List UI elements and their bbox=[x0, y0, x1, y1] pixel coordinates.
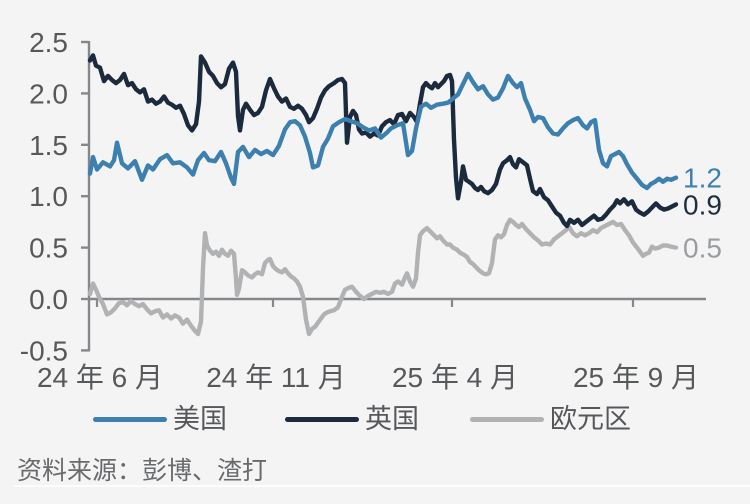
y-tick-label: 2.5 bbox=[29, 27, 68, 58]
source-note: 资料来源：彭博、渣打 bbox=[17, 457, 268, 485]
legend-item-ez: 欧元区 bbox=[470, 404, 631, 434]
x-tick-label: 24 年 11 月 bbox=[206, 362, 346, 393]
x-tick-label: 25 年 9 月 bbox=[573, 362, 699, 393]
legend-swatch-uk bbox=[285, 416, 359, 422]
end-label-us: 1.2 bbox=[683, 163, 722, 194]
series-line-uk bbox=[87, 53, 679, 229]
series-line-us bbox=[87, 71, 679, 191]
legend-item-us: 美国 bbox=[93, 404, 227, 434]
y-tick-label: 0.5 bbox=[29, 233, 68, 264]
y-tick-label: 2.0 bbox=[29, 78, 68, 109]
end-label-uk: 0.9 bbox=[683, 189, 722, 220]
legend-swatch-ez bbox=[470, 416, 544, 422]
legend-item-uk: 英国 bbox=[285, 404, 419, 434]
y-tick-label: 1.0 bbox=[29, 181, 68, 212]
y-tick-label: 1.5 bbox=[29, 130, 68, 161]
y-tick-label: 0.0 bbox=[29, 284, 68, 315]
x-tick-label: 24 年 6 月 bbox=[37, 362, 163, 393]
y-tick-label: -0.5 bbox=[20, 335, 68, 366]
legend-label-ez: 欧元区 bbox=[550, 404, 631, 434]
end-label-ez: 0.5 bbox=[683, 233, 722, 264]
legend-label-us: 美国 bbox=[173, 404, 227, 434]
bottom-divider bbox=[14, 485, 750, 487]
x-tick-label: 25 年 4 月 bbox=[392, 362, 518, 393]
chart-legend: 美国 英国 欧元区 bbox=[0, 404, 750, 434]
series-line-ez bbox=[87, 217, 679, 337]
legend-label-uk: 英国 bbox=[365, 404, 419, 434]
legend-swatch-us bbox=[93, 416, 167, 422]
